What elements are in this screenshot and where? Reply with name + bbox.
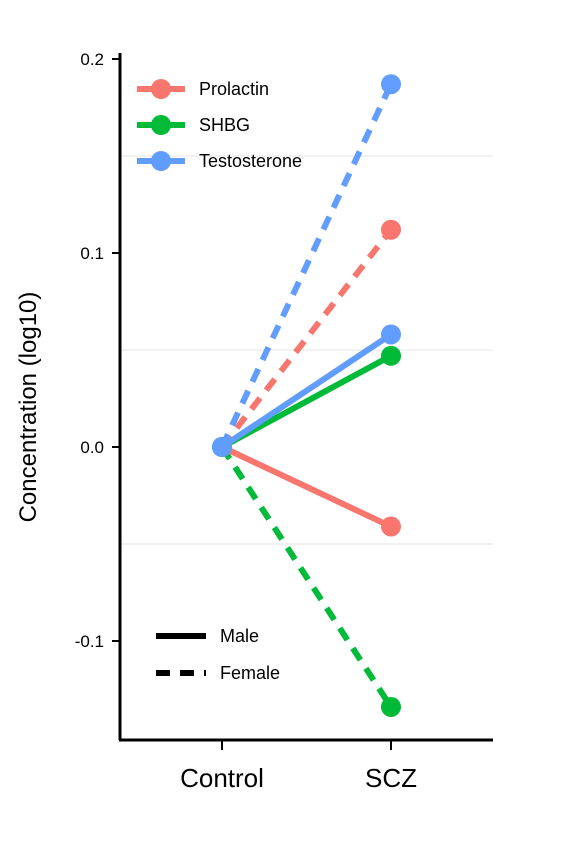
gridlines: [122, 155, 493, 545]
axes: [118, 53, 493, 742]
y-tick-label: -0.1: [75, 632, 104, 651]
legend-label-male: Male: [220, 626, 259, 646]
point-prolactin-female-scz: [381, 219, 401, 240]
x-ticks: Control SCZ: [180, 740, 417, 793]
y-tick-label: 0.1: [80, 244, 104, 263]
legend-label-shbg: SHBG: [199, 115, 250, 135]
point-testosterone-control: [212, 437, 232, 457]
series-line-testosterone-female: [219, 82, 394, 449]
point-testosterone-male-scz: [381, 324, 401, 345]
series-line-prolactin-male: [220, 444, 393, 530]
x-tick-label: Control: [180, 763, 264, 793]
y-ticks: 0.2 0.1 0.0 -0.1: [75, 50, 120, 651]
legend-label-female: Female: [220, 663, 280, 683]
series-line-testosterone-male: [220, 331, 393, 450]
series-line-shbg-female: [219, 445, 394, 709]
legend-sex: Male Female: [156, 626, 280, 683]
legend-marker-testosterone: [151, 151, 171, 171]
x-tick-label: SCZ: [365, 763, 417, 793]
y-axis-title: Concentration (log10): [15, 292, 42, 523]
series-points: [212, 74, 401, 717]
series-line-prolactin-female: [219, 227, 394, 449]
point-shbg-male-scz: [381, 345, 401, 366]
series-lines: [219, 82, 394, 709]
legend-marker-shbg: [151, 115, 171, 135]
point-prolactin-male-scz: [381, 516, 401, 537]
point-testosterone-female-scz: [381, 74, 401, 95]
legend-label-testosterone: Testosterone: [199, 151, 302, 171]
point-shbg-female-scz: [381, 696, 401, 717]
y-tick-label: 0.0: [80, 438, 104, 457]
legend-label-prolactin: Prolactin: [199, 79, 269, 99]
y-tick-label: 0.2: [80, 50, 104, 69]
legend-hormone: Prolactin SHBG Testosterone: [137, 79, 302, 171]
legend-marker-prolactin: [151, 79, 171, 99]
